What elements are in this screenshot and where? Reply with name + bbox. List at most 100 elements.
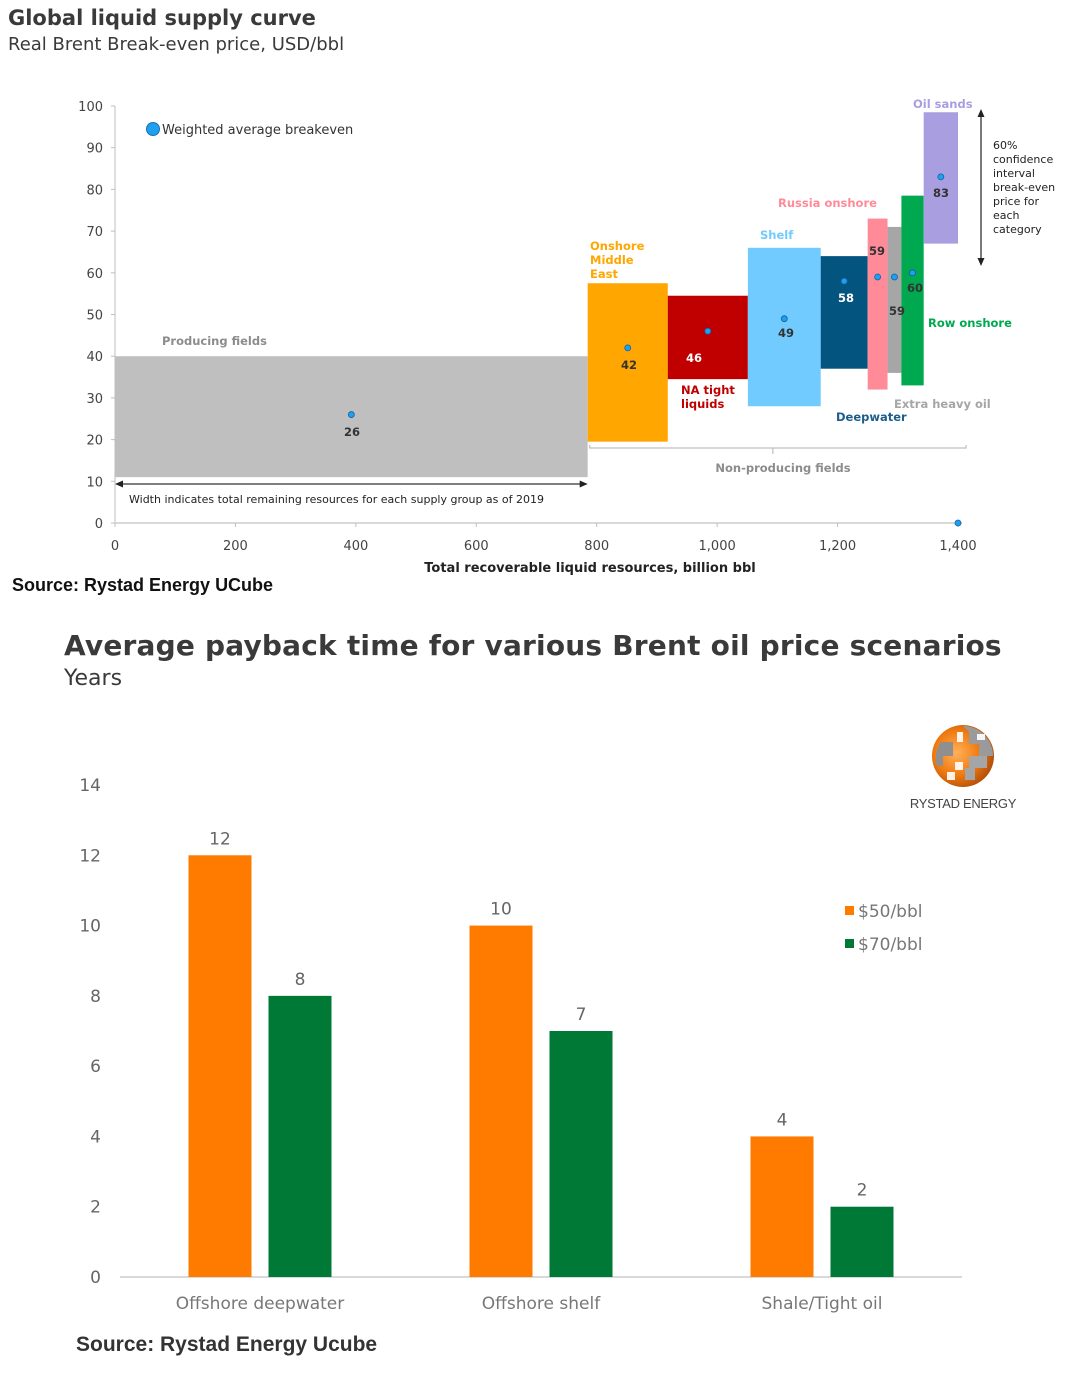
- supply-curve-chart: 0 10 20 30 40 50 60 70 80 90 100 0 200 400 600 800 1,000…: [78, 97, 1055, 576]
- supply-block-russia-onshore: [867, 218, 888, 390]
- bar-70bbl-offshore-shelf: [549, 1031, 613, 1277]
- globe-icon: [932, 725, 994, 787]
- average-value-label: 59: [889, 304, 905, 318]
- supply-block-shelf: [747, 247, 821, 407]
- category-label-row-onshore: Row onshore: [928, 316, 1012, 330]
- confidence-note-line: price for: [993, 195, 1039, 208]
- confidence-note-line: break-even: [993, 181, 1055, 194]
- rystad-logo: RYSTAD ENERGY: [898, 722, 1028, 811]
- bar-50bbl-shale-tight-oil: [750, 1136, 814, 1277]
- bar-value-label: 4: [777, 1110, 788, 1130]
- supply-block-onshore-middle-east: [587, 283, 668, 442]
- y-tick-label: 90: [86, 142, 103, 157]
- category-label-shelf: Shelf: [760, 228, 794, 242]
- chart1-subtitle: Real Brent Break-even price, USD/bbl: [8, 34, 345, 55]
- y-tick-label: 4: [90, 1127, 101, 1147]
- confidence-note-line: confidence: [993, 153, 1053, 166]
- category-label-extra-heavy-oil: Extra heavy oil: [894, 397, 991, 411]
- y-tick-label: 0: [95, 517, 103, 532]
- x-tick-label: 1,000: [699, 539, 736, 554]
- bar-50bbl-offshore-deepwater: [188, 855, 252, 1277]
- average-breakeven-point: [624, 344, 632, 352]
- arrow-right-head: [579, 480, 588, 488]
- bar-value-label: 7: [576, 1005, 587, 1025]
- non-producing-label: Non-producing fields: [715, 461, 850, 475]
- chart1-source: Source: Rystad Energy UCube: [12, 575, 274, 595]
- confidence-note-line: interval: [993, 167, 1035, 180]
- x-tick-label: 800: [584, 539, 609, 554]
- y-tick-label: 60: [86, 267, 103, 282]
- legend-label: $50/bbl: [858, 902, 922, 922]
- average-value-label: 49: [778, 326, 794, 340]
- legend-swatch: [845, 906, 854, 915]
- y-tick-label: 100: [78, 100, 103, 115]
- legend-swatch: [845, 939, 854, 948]
- bar-70bbl-shale-tight-oil: [830, 1206, 894, 1277]
- y-tick-label: 8: [90, 987, 101, 1007]
- category-label: Offshore shelf: [482, 1294, 601, 1314]
- confidence-arrow-down-head: [977, 258, 985, 266]
- average-value-label: 26: [344, 425, 360, 439]
- average-breakeven-point: [780, 315, 788, 323]
- average-value-label: 83: [933, 186, 949, 200]
- extra-data-point: [954, 519, 962, 527]
- average-value-label: 42: [621, 358, 637, 372]
- x-tick-label: 1,200: [819, 539, 856, 554]
- x-tick-label: 600: [464, 539, 489, 554]
- bar-value-label: 8: [295, 970, 306, 990]
- confidence-arrow-up-head: [977, 109, 985, 117]
- chart2-title: Average payback time for various Brent o…: [64, 629, 1002, 662]
- category-label-onshore-middle-east: East: [590, 267, 618, 281]
- x-axis-title: Total recoverable liquid resources, bill…: [424, 561, 755, 576]
- bar-50bbl-offshore-shelf: [469, 925, 533, 1277]
- bar-value-label: 2: [857, 1181, 868, 1201]
- x-tick-label: 0: [111, 539, 119, 554]
- average-breakeven-point: [704, 327, 712, 335]
- average-value-label: 59: [869, 244, 885, 258]
- y-tick-label: 10: [79, 917, 101, 937]
- average-value-label: 60: [907, 281, 923, 295]
- confidence-note-line: category: [993, 223, 1042, 236]
- y-tick-label: 80: [86, 183, 103, 198]
- category-label-deepwater: Deepwater: [836, 410, 907, 424]
- category-label: Offshore deepwater: [176, 1294, 345, 1314]
- category-label-russia-onshore: Russia onshore: [778, 196, 877, 210]
- average-value-label: 58: [838, 291, 854, 305]
- y-tick-label: 40: [86, 350, 103, 365]
- legend-marker: [146, 122, 160, 136]
- average-breakeven-point: [874, 273, 882, 281]
- y-tick-label: 50: [86, 309, 103, 324]
- y-tick-label: 0: [90, 1268, 101, 1288]
- average-breakeven-point: [347, 411, 355, 418]
- chart2-subtitle: Years: [64, 666, 123, 691]
- bar-value-label: 10: [490, 900, 512, 920]
- category-label-na-tight-liquids: liquids: [681, 397, 724, 411]
- y-tick-label: 10: [86, 475, 103, 490]
- category-label-oil-sands: Oil sands: [913, 97, 973, 111]
- average-breakeven-point: [840, 277, 848, 285]
- average-breakeven-point: [909, 269, 916, 277]
- legend-label: $70/bbl: [858, 935, 922, 955]
- x-tick-label: 400: [343, 539, 368, 554]
- y-tick-label: 6: [90, 1057, 101, 1077]
- y-tick-label: 12: [79, 846, 101, 866]
- chart2-source: Source: Rystad Energy Ucube: [76, 1333, 378, 1356]
- chart1-title: Global liquid supply curve: [8, 6, 316, 30]
- average-breakeven-point: [891, 273, 898, 281]
- supply-block-extra-heavy-oil: [887, 226, 902, 373]
- category-label-producing-fields: Producing fields: [162, 334, 267, 348]
- category-label-na-tight-liquids: NA tight: [681, 383, 735, 397]
- y-tick-label: 70: [86, 225, 103, 240]
- category-label: Shale/Tight oil: [762, 1294, 883, 1314]
- x-tick-label: 1,400: [939, 539, 976, 554]
- x-tick-label: 200: [223, 539, 248, 554]
- bar-70bbl-offshore-deepwater: [268, 995, 332, 1277]
- average-value-label: 46: [686, 351, 702, 365]
- y-tick-label: 20: [86, 434, 103, 449]
- width-note: Width indicates total remaining resource…: [129, 493, 544, 506]
- supply-block-row-onshore: [901, 195, 924, 386]
- y-tick-label: 2: [90, 1198, 101, 1218]
- legend-label: Weighted average breakeven: [162, 123, 353, 138]
- y-tick-label: 14: [79, 776, 101, 796]
